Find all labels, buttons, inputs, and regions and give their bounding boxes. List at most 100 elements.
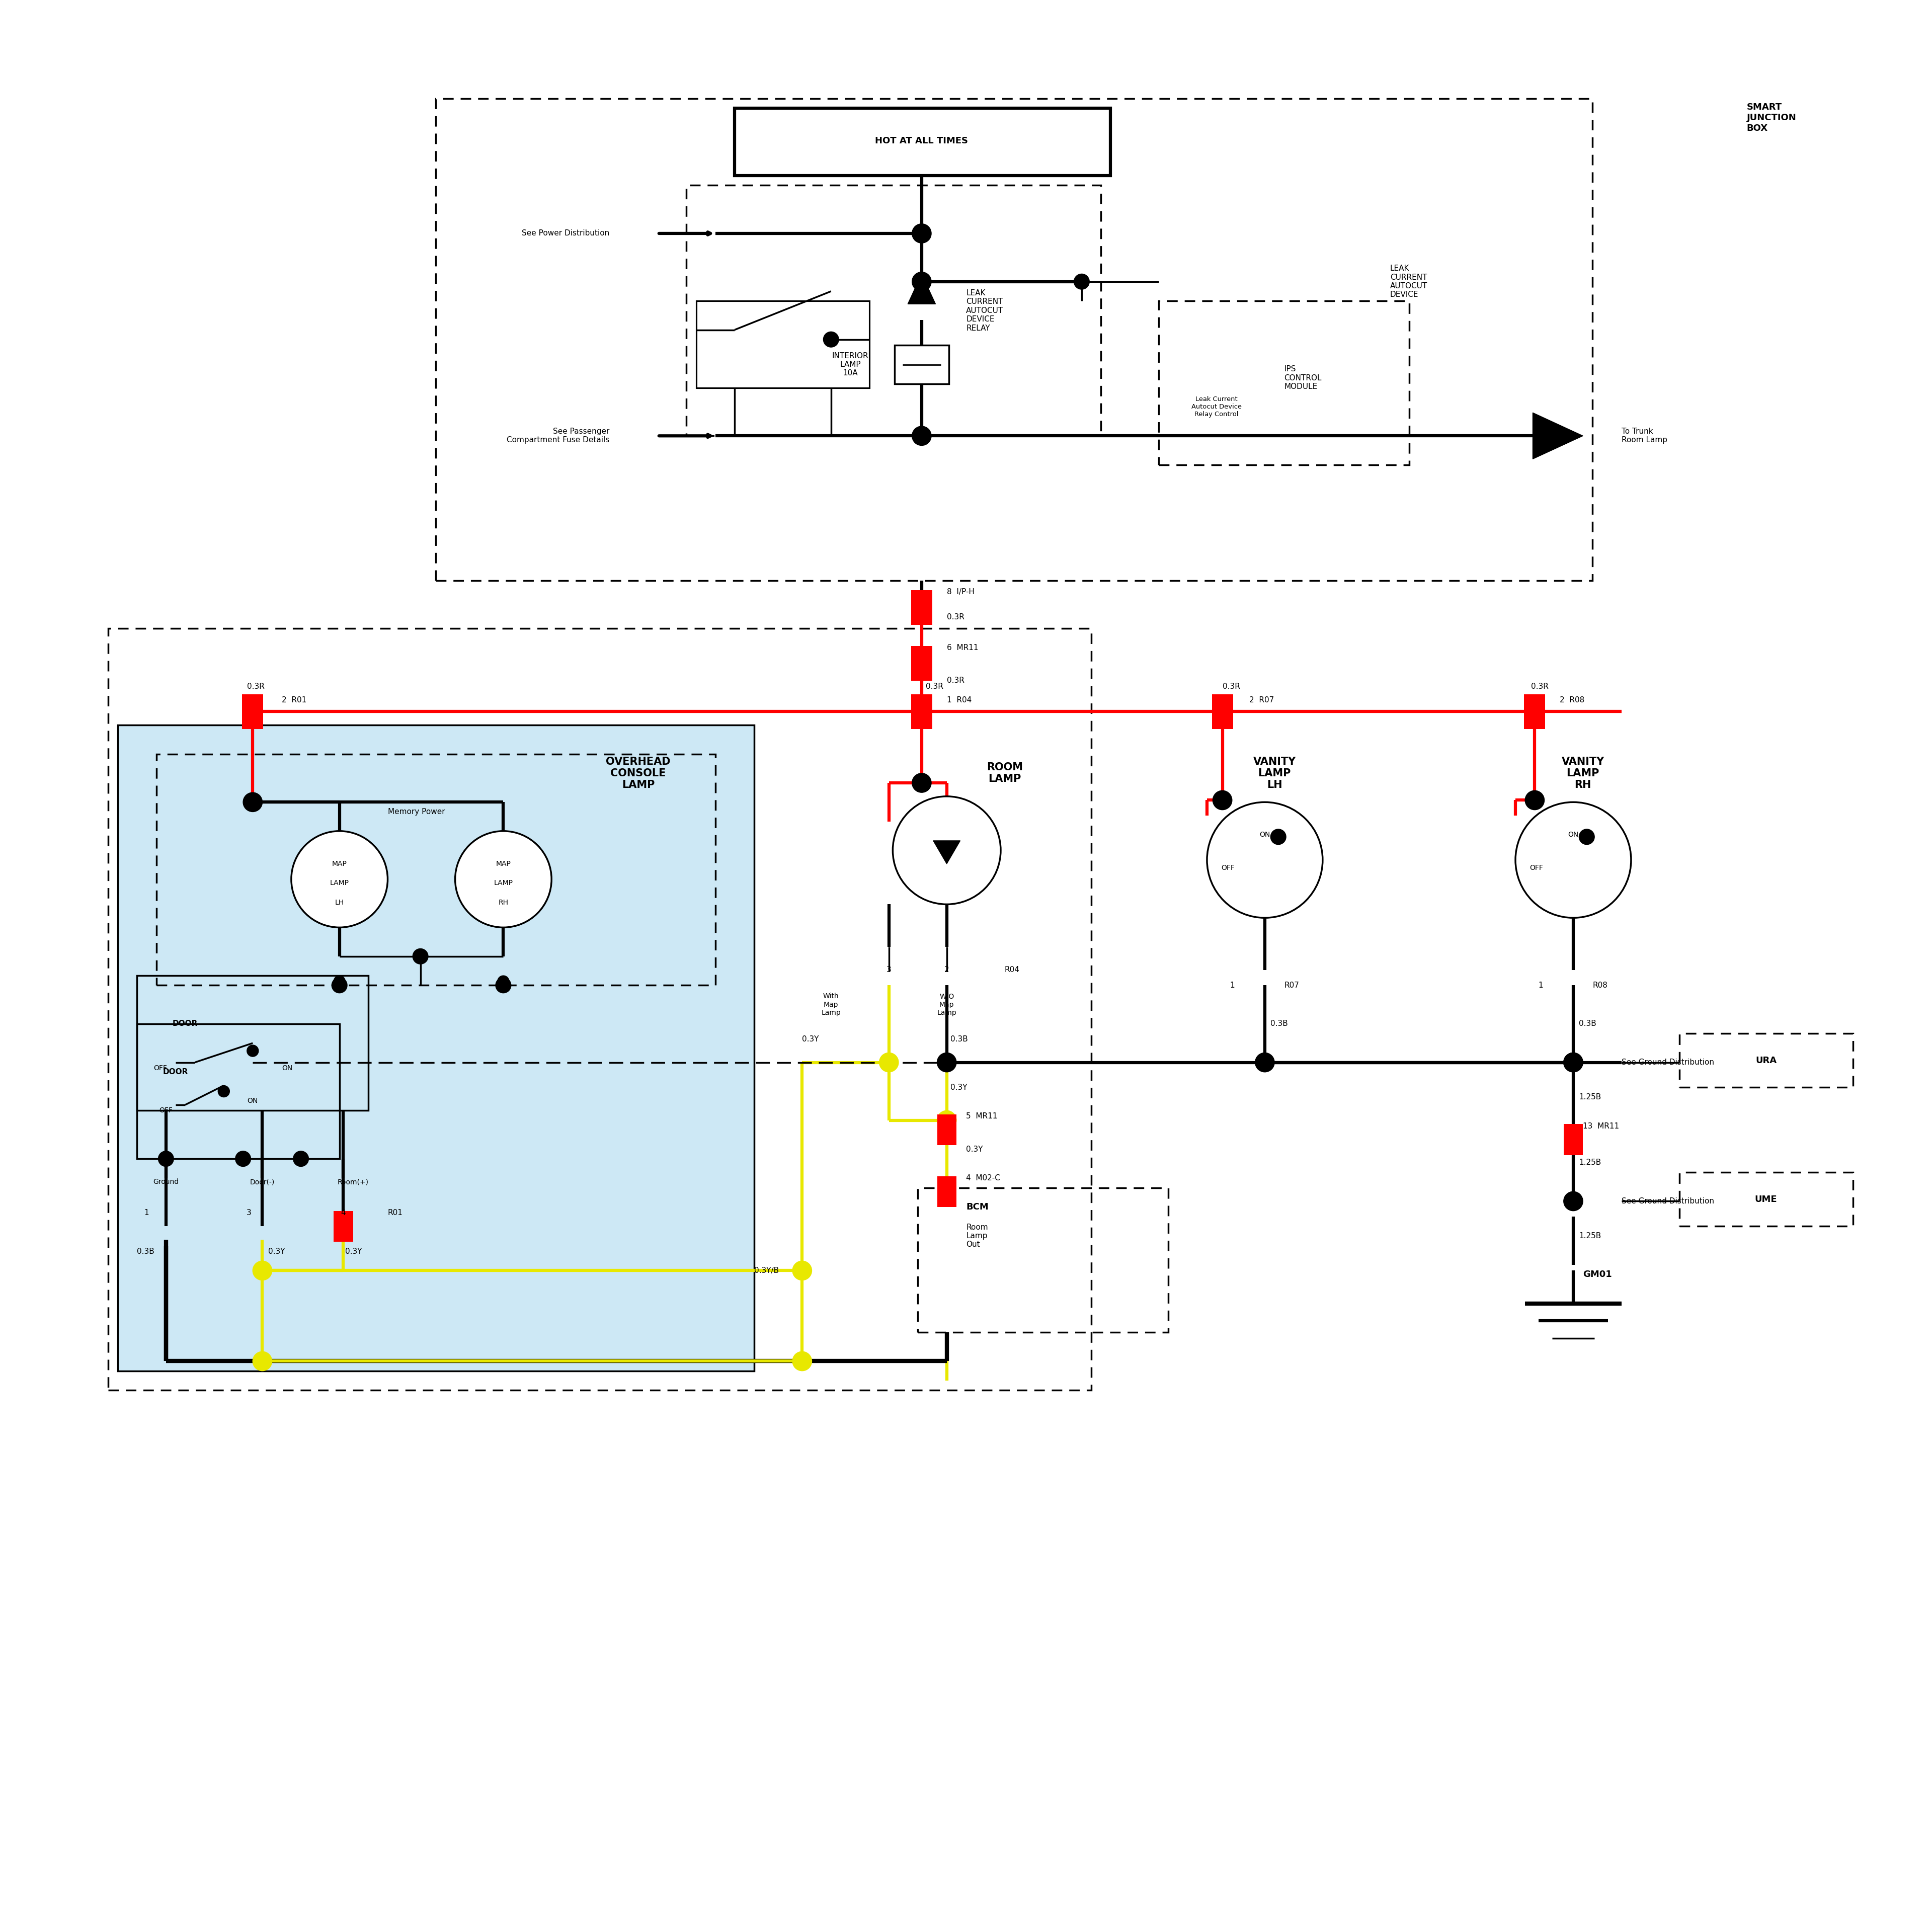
Text: Ground: Ground bbox=[153, 1179, 180, 1186]
Text: 0.3R: 0.3R bbox=[947, 612, 964, 620]
Text: 8  I/P-H: 8 I/P-H bbox=[947, 587, 974, 595]
Circle shape bbox=[912, 272, 931, 292]
Text: RH: RH bbox=[498, 898, 508, 906]
Text: BCM: BCM bbox=[966, 1202, 989, 1211]
Text: 0.3R: 0.3R bbox=[1530, 682, 1548, 690]
Text: URA: URA bbox=[1756, 1057, 1777, 1065]
Text: R04: R04 bbox=[1005, 966, 1020, 974]
Text: 0.3B: 0.3B bbox=[1578, 1020, 1596, 1028]
Text: ON: ON bbox=[1569, 831, 1578, 838]
Bar bbox=[734, 108, 1111, 176]
Circle shape bbox=[497, 978, 512, 993]
Text: 2  R01: 2 R01 bbox=[282, 696, 307, 703]
Text: Memory Power: Memory Power bbox=[388, 808, 444, 815]
Circle shape bbox=[1563, 1053, 1582, 1072]
Circle shape bbox=[1271, 829, 1287, 844]
Bar bbox=[1563, 1124, 1582, 1155]
Circle shape bbox=[937, 1053, 956, 1072]
Circle shape bbox=[1256, 1053, 1275, 1072]
Bar bbox=[137, 976, 369, 1111]
Bar bbox=[895, 346, 949, 384]
Text: DOOR: DOOR bbox=[172, 1020, 197, 1028]
Circle shape bbox=[1578, 829, 1594, 844]
Circle shape bbox=[1208, 802, 1323, 918]
Circle shape bbox=[243, 792, 263, 811]
Text: LEAK
CURRENT
AUTOCUT
DEVICE: LEAK CURRENT AUTOCUT DEVICE bbox=[1391, 265, 1428, 299]
Polygon shape bbox=[1532, 413, 1582, 460]
Text: 0.3Y: 0.3Y bbox=[802, 1036, 819, 1043]
Circle shape bbox=[334, 976, 346, 987]
Circle shape bbox=[253, 1262, 272, 1281]
Text: OFF: OFF bbox=[153, 1065, 166, 1072]
Circle shape bbox=[456, 831, 551, 927]
Circle shape bbox=[1515, 802, 1631, 918]
Text: VANITY
LAMP
RH: VANITY LAMP RH bbox=[1561, 757, 1604, 790]
Circle shape bbox=[792, 1262, 811, 1281]
Circle shape bbox=[893, 796, 1001, 904]
Text: OVERHEAD
CONSOLE
LAMP: OVERHEAD CONSOLE LAMP bbox=[607, 757, 670, 790]
Text: MAP: MAP bbox=[332, 860, 348, 867]
Text: LH: LH bbox=[334, 898, 344, 906]
Text: 1: 1 bbox=[1229, 981, 1235, 989]
Text: 5  MR11: 5 MR11 bbox=[966, 1113, 997, 1121]
Text: OFF: OFF bbox=[1530, 864, 1544, 871]
Text: ON: ON bbox=[247, 1097, 259, 1105]
Circle shape bbox=[247, 1045, 259, 1057]
Text: See Power Distribution: See Power Distribution bbox=[522, 230, 609, 238]
Text: MAP: MAP bbox=[497, 860, 510, 867]
Circle shape bbox=[1524, 790, 1544, 810]
Bar bbox=[937, 1177, 956, 1208]
Bar bbox=[1679, 1034, 1853, 1088]
Text: DOOR: DOOR bbox=[162, 1068, 187, 1076]
Circle shape bbox=[823, 332, 838, 348]
Text: R08: R08 bbox=[1592, 981, 1607, 989]
Text: 2  R07: 2 R07 bbox=[1250, 696, 1275, 703]
Bar bbox=[686, 185, 1101, 437]
Text: R07: R07 bbox=[1285, 981, 1298, 989]
Text: 1.25B: 1.25B bbox=[1578, 1233, 1602, 1240]
Text: 2: 2 bbox=[945, 966, 949, 974]
Text: 1.25B: 1.25B bbox=[1578, 1159, 1602, 1167]
Text: UME: UME bbox=[1754, 1194, 1777, 1204]
Text: INTERIOR
LAMP
10A: INTERIOR LAMP 10A bbox=[833, 352, 869, 377]
Bar bbox=[1159, 301, 1410, 466]
Circle shape bbox=[1563, 1192, 1582, 1211]
Text: 0.3Y/B: 0.3Y/B bbox=[753, 1267, 779, 1275]
Circle shape bbox=[292, 831, 388, 927]
Bar bbox=[156, 753, 715, 985]
Text: 0.3R: 0.3R bbox=[247, 682, 265, 690]
Circle shape bbox=[912, 773, 931, 792]
FancyBboxPatch shape bbox=[118, 725, 753, 1372]
Bar bbox=[1524, 694, 1546, 728]
Circle shape bbox=[218, 1086, 230, 1097]
Text: HOT AT ALL TIMES: HOT AT ALL TIMES bbox=[875, 137, 968, 145]
Text: See Passenger
Compartment Fuse Details: See Passenger Compartment Fuse Details bbox=[506, 427, 609, 444]
Text: 0.3R: 0.3R bbox=[925, 682, 943, 690]
Bar bbox=[912, 589, 933, 624]
Text: W/O
Map
Lamp: W/O Map Lamp bbox=[937, 993, 956, 1016]
Text: Door(-): Door(-) bbox=[249, 1179, 274, 1186]
Bar bbox=[334, 1211, 354, 1242]
Circle shape bbox=[294, 1151, 309, 1167]
Text: R01: R01 bbox=[388, 1209, 402, 1217]
Circle shape bbox=[413, 949, 429, 964]
Text: 13  MR11: 13 MR11 bbox=[1582, 1122, 1619, 1130]
Text: LAMP: LAMP bbox=[330, 879, 350, 887]
Circle shape bbox=[792, 1352, 811, 1372]
Text: See Ground Distribution: See Ground Distribution bbox=[1621, 1059, 1714, 1066]
Text: LEAK
CURRENT
AUTOCUT
DEVICE
RELAY: LEAK CURRENT AUTOCUT DEVICE RELAY bbox=[966, 290, 1003, 332]
Text: 1.25B: 1.25B bbox=[1578, 1094, 1602, 1101]
Circle shape bbox=[912, 427, 931, 446]
Text: GM01: GM01 bbox=[1582, 1269, 1611, 1279]
Circle shape bbox=[158, 1151, 174, 1167]
Text: 2  R08: 2 R08 bbox=[1559, 696, 1584, 703]
Text: 1  R04: 1 R04 bbox=[947, 696, 972, 703]
Text: 0.3R: 0.3R bbox=[1223, 682, 1240, 690]
Text: To Trunk
Room Lamp: To Trunk Room Lamp bbox=[1621, 427, 1667, 444]
Text: OFF: OFF bbox=[1221, 864, 1235, 871]
Text: SMART
JUNCTION
BOX: SMART JUNCTION BOX bbox=[1747, 102, 1797, 133]
Text: 0.3B: 0.3B bbox=[951, 1036, 968, 1043]
Text: 1: 1 bbox=[1538, 981, 1544, 989]
Text: 4: 4 bbox=[340, 1209, 346, 1217]
Text: ROOM
LAMP: ROOM LAMP bbox=[987, 763, 1022, 784]
